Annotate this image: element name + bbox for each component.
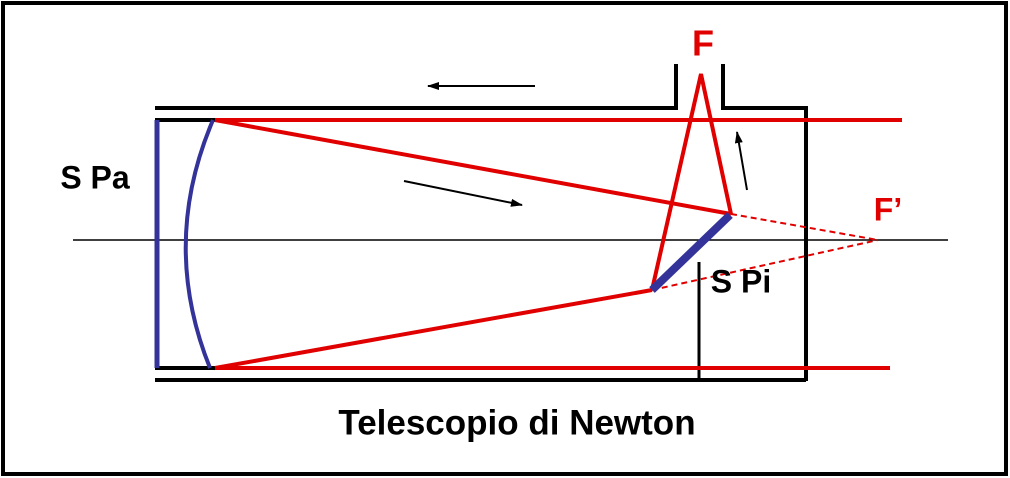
secondary-mirror-label: S Pi <box>711 263 771 299</box>
mirrors <box>154 119 733 369</box>
light-rays <box>214 73 902 370</box>
virtual-rays <box>651 213 879 291</box>
focus-label: F <box>692 23 714 64</box>
primary-mirror-label: S Pa <box>60 159 130 195</box>
direction-arrows <box>403 82 748 207</box>
diagram-title: Telescopio di Newton <box>338 403 695 442</box>
tube <box>155 64 808 382</box>
virtual-focus-label: F’ <box>874 191 902 227</box>
